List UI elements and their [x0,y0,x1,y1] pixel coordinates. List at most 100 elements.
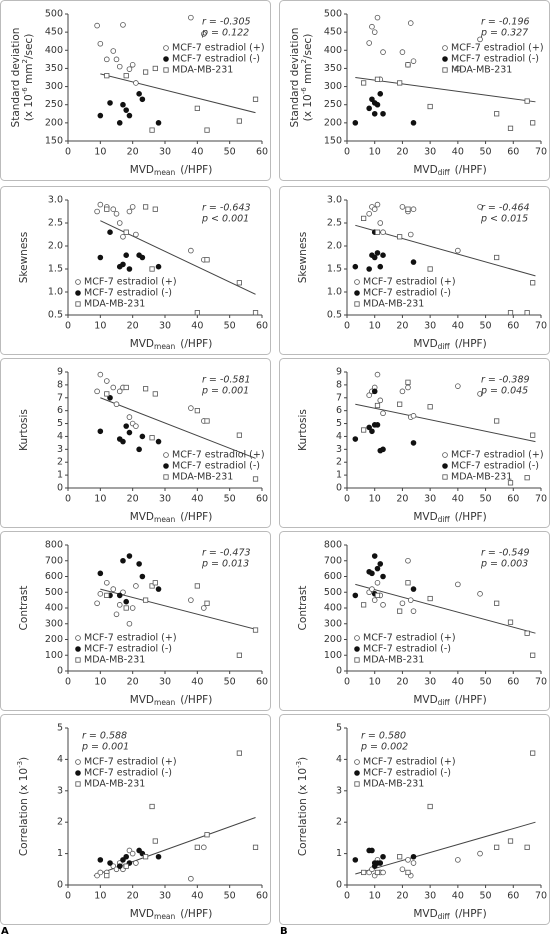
y-tick-label: 3.0 [48,195,63,206]
data-point [380,252,386,259]
data-point [104,592,110,599]
data-point [104,56,110,63]
data-point [361,80,367,86]
data-point [94,872,100,879]
data-point [530,652,536,658]
x-axis-label: MVDdiff (/HPF) [413,908,486,921]
data-point [410,860,417,866]
x-label-main: MVD [413,908,437,920]
data-point [252,476,259,482]
data-point [369,428,375,435]
data-point [374,14,381,21]
legend-label: MCF-7 estradiol (+) [451,43,544,54]
y-tick-label: 600 [324,571,342,582]
legend-marker [442,452,448,458]
legend-label: MDA-MB-231 [172,472,233,483]
legend-label: MDA-MB-231 [84,779,145,790]
y-axis-label: (x 10-6 mm2/sec) [21,34,35,122]
data-point [97,857,104,863]
y-tick-label: 5 [57,723,63,734]
legend-label: MCF-7 estradiol (+) [363,277,456,288]
annotation: r = -0.549 [481,548,530,559]
data-point [507,480,514,486]
annotation: p < 0.015 [480,214,528,225]
x-tick-label: 60 [507,677,519,688]
x-label-unit: (/HPF) [455,694,487,706]
y-tick-label: 3 [57,785,63,796]
data-point [380,869,386,876]
y-label-part: ) [18,757,30,761]
data-point [149,803,155,810]
y-tick-label: 500 [45,587,63,598]
data-point [374,565,381,572]
legend-marker [75,770,81,776]
data-point [236,280,242,286]
x-label-main: MVD [130,908,154,920]
y-axis-label: Standard deviation [10,28,22,128]
data-point [188,14,194,21]
data-point [371,553,378,559]
y-tick-label: 7 [57,392,63,403]
x-tick-label: 20 [396,321,408,332]
data-point [94,22,100,29]
data-point [366,211,372,217]
x-label-unit: (/HPF) [180,908,212,920]
data-point [407,597,414,603]
data-point [352,120,359,126]
panel-frame [0,714,271,925]
legend-marker [354,770,360,776]
data-point [116,388,123,395]
y-label-sup: -6 [21,87,29,95]
data-point [155,438,162,445]
y-tick-label: 350 [324,63,342,74]
y-label-part: mm [23,64,35,88]
data-point [155,586,162,592]
data-point [120,557,126,564]
legend-marker [442,67,448,73]
y-tick-label: 800 [45,540,63,551]
data-point [120,101,126,108]
data-point [455,581,461,588]
data-point [397,401,403,407]
data-point [399,866,406,873]
data-point [377,860,384,866]
data-point [410,259,417,265]
data-point [507,838,514,844]
data-point [116,220,123,226]
x-label-main: MVD [130,511,154,523]
data-point [142,597,149,603]
y-label-part: Correlation (x 10 [297,768,309,856]
data-point [123,598,129,605]
data-point [399,49,406,55]
y-tick-label: 200 [45,634,63,645]
data-point [374,229,381,235]
x-axis-label: MVDmean (/HPF) [130,908,213,921]
data-point [104,378,110,384]
legend-label: MCF-7 estradiol (-) [451,54,539,65]
x-axis-label: MVDdiff (/HPF) [413,694,486,707]
legend-marker [163,45,169,51]
data-point [397,234,403,240]
panel-label: B [280,926,288,937]
data-point [123,423,129,429]
data-point [361,869,367,876]
x-tick-label: 20 [127,321,139,332]
y-tick-label: 700 [45,555,63,566]
x-tick-label: 0 [65,494,71,505]
data-point [410,206,417,213]
y-tick-label: 0.5 [48,310,63,321]
data-point [149,266,155,272]
y-tick-label: 800 [324,540,342,551]
legend-marker [163,463,169,469]
data-point [139,573,146,580]
x-label-sub: diff [438,515,451,524]
legend-marker [354,657,360,663]
data-point [371,29,378,35]
y-tick-label: 2 [57,817,63,828]
x-tick-label: 40 [452,677,464,688]
data-point [405,206,411,212]
legend-label: MDA-MB-231 [84,299,145,310]
y-label-part: /sec) [23,34,35,59]
x-label-sub: diff [438,168,451,177]
legend-marker [354,301,360,307]
